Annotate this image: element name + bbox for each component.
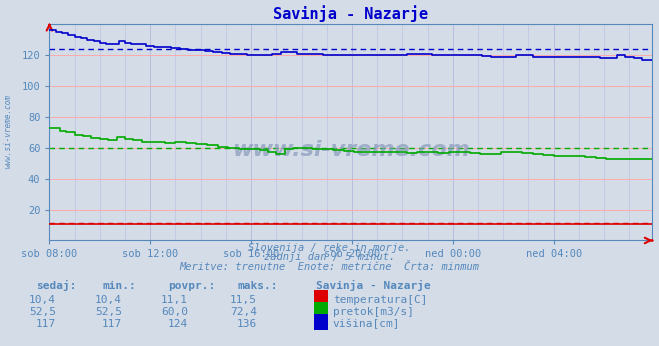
- Text: 72,4: 72,4: [230, 307, 257, 317]
- Title: Savinja - Nazarje: Savinja - Nazarje: [273, 5, 428, 22]
- Text: Savinja - Nazarje: Savinja - Nazarje: [316, 280, 431, 291]
- Text: 10,4: 10,4: [95, 295, 122, 305]
- Text: 52,5: 52,5: [95, 307, 122, 317]
- Text: www.si-vreme.com: www.si-vreme.com: [3, 94, 13, 169]
- Text: Slovenija / reke in morje.: Slovenija / reke in morje.: [248, 243, 411, 253]
- Text: sedaj:: sedaj:: [36, 280, 76, 291]
- Text: višina[cm]: višina[cm]: [333, 319, 400, 329]
- Text: 124: 124: [167, 319, 188, 329]
- Text: min.:: min.:: [102, 281, 136, 291]
- Text: 11,5: 11,5: [230, 295, 257, 305]
- Text: 52,5: 52,5: [29, 307, 56, 317]
- Text: www.si-vreme.com: www.si-vreme.com: [232, 140, 470, 160]
- Text: pretok[m3/s]: pretok[m3/s]: [333, 307, 414, 317]
- Text: 117: 117: [36, 319, 56, 329]
- Text: 11,1: 11,1: [161, 295, 188, 305]
- Text: temperatura[C]: temperatura[C]: [333, 295, 427, 305]
- Text: 136: 136: [237, 319, 257, 329]
- Text: zadnji dan / 5 minut.: zadnji dan / 5 minut.: [264, 252, 395, 262]
- Text: 10,4: 10,4: [29, 295, 56, 305]
- Text: maks.:: maks.:: [237, 281, 277, 291]
- Text: Meritve: trenutne  Enote: metrične  Črta: minmum: Meritve: trenutne Enote: metrične Črta: …: [179, 262, 480, 272]
- Text: 117: 117: [101, 319, 122, 329]
- Text: 60,0: 60,0: [161, 307, 188, 317]
- Text: povpr.:: povpr.:: [168, 281, 215, 291]
